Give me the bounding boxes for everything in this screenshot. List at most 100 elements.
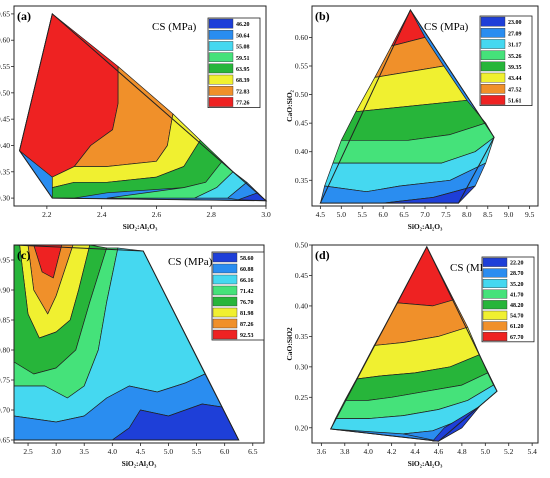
- plot-frame: [13, 5, 267, 207]
- x-tick-label: 6.5: [399, 210, 409, 219]
- x-tick-label: 5.5: [358, 210, 368, 219]
- y-tick-label: 0.25: [295, 393, 308, 402]
- x-tick-label: 4.0: [364, 447, 374, 456]
- legend-level-label: 28.70: [510, 271, 524, 277]
- x-tick-label: 9.0: [504, 210, 514, 219]
- legend-level-label: 87.26: [240, 322, 254, 328]
- y-tick-label: 0.80: [0, 346, 10, 355]
- legend-swatch: [212, 296, 238, 307]
- x-tick-label: 3.8: [340, 447, 350, 456]
- legend-swatch: [482, 257, 508, 267]
- legend-swatch: [212, 274, 238, 285]
- plot-frame: [311, 244, 539, 444]
- legend-level-label: 50.64: [236, 33, 250, 39]
- x-tick-label: 7.0: [420, 210, 430, 219]
- x-tick-label: 3.0: [51, 447, 61, 456]
- x-tick-label: 5.4: [527, 447, 537, 456]
- y-tick-label: 0.20: [295, 423, 308, 432]
- legend-level-label: 59.51: [236, 56, 250, 62]
- legend-swatch: [480, 50, 506, 60]
- legend-swatch: [480, 28, 506, 38]
- legend-swatch: [208, 41, 234, 51]
- y-tick-label: 0.35: [0, 167, 10, 176]
- legend-swatch: [480, 39, 506, 49]
- y-tick-label: 0.45: [295, 119, 308, 128]
- x-tick-label: 2.2: [42, 210, 52, 219]
- x-tick-label: 4.5: [136, 447, 146, 456]
- legend-swatch: [482, 332, 508, 342]
- legend-swatch: [480, 83, 506, 94]
- legend-swatch: [212, 285, 238, 296]
- legend-swatch: [208, 18, 234, 29]
- y-tick-label: 0.50: [295, 90, 308, 99]
- legend-swatch: [212, 252, 238, 263]
- x-tick-label: 4.8: [457, 447, 467, 456]
- y-tick-label: 0.35: [295, 176, 308, 185]
- y-tick-label: 0.55: [0, 62, 10, 71]
- y-axis-label: CaO:SiO2: [285, 327, 294, 361]
- legend-swatch: [208, 52, 234, 62]
- legend-level-label: 48.20: [510, 303, 524, 309]
- x-tick-label: 5.5: [192, 447, 202, 456]
- legend-swatch: [480, 72, 506, 83]
- x-tick-label: 5.0: [164, 447, 174, 456]
- y-tick-label: 0.60: [295, 33, 308, 42]
- panel-label: (d): [315, 248, 330, 262]
- y-tick-label: 0.45: [0, 115, 10, 124]
- y-tick-label: 0.60: [0, 36, 10, 45]
- legend-level-label: 68.39: [236, 78, 250, 84]
- legend-level-label: 71.42: [240, 289, 254, 295]
- legend-swatch: [212, 318, 238, 329]
- legend-swatch: [208, 74, 234, 85]
- y-tick-label: 0.30: [0, 194, 10, 203]
- region-outline: [329, 245, 498, 442]
- x-tick-label: 4.6: [434, 447, 444, 456]
- x-tick-label: 3.0: [261, 210, 271, 219]
- y-tick-label: 0.85: [0, 316, 10, 325]
- y-axis-label: CaO:SiO₂: [285, 89, 294, 122]
- y-tick-label: 0.40: [295, 301, 308, 310]
- x-tick-label: 7.5: [441, 210, 451, 219]
- y-tick-label: 0.65: [0, 436, 10, 445]
- legend-level-label: 72.83: [236, 89, 250, 95]
- legend-level-label: 41.70: [510, 292, 524, 298]
- y-tick-label: 0.30: [295, 362, 308, 371]
- y-tick-label: 0.65: [0, 9, 10, 18]
- x-tick-label: 8.0: [462, 210, 472, 219]
- y-tick-label: 0.70: [0, 406, 10, 415]
- y-tick-label: 0.90: [0, 286, 10, 295]
- legend-level-label: 60.88: [240, 267, 254, 273]
- contour-band: [194, 171, 248, 199]
- legend-level-label: 77.26: [236, 101, 250, 107]
- legend-level-label: 27.09: [508, 31, 522, 37]
- legend-level-label: 67.70: [510, 335, 524, 341]
- x-tick-label: 6.0: [378, 210, 388, 219]
- legend-level-label: 51.61: [508, 99, 522, 105]
- legend-level-label: 46.20: [236, 22, 250, 28]
- x-tick-label: 3.6: [317, 447, 327, 456]
- legend-level-label: 55.08: [236, 45, 250, 51]
- x-tick-label: 3.5: [80, 447, 90, 456]
- y-tick-label: 0.55: [295, 62, 308, 71]
- legend-title: CS (MPa): [168, 256, 213, 268]
- legend-swatch: [482, 321, 508, 331]
- legend-swatch: [212, 307, 238, 318]
- x-axis-label: SiO₂:Al₂O₃: [123, 222, 158, 231]
- x-tick-label: 4.2: [387, 447, 397, 456]
- legend-level-label: 92.53: [240, 333, 254, 339]
- legend-swatch: [208, 85, 234, 96]
- x-tick-label: 5.2: [504, 447, 514, 456]
- x-axis-label: SiO₂:Al₂O₃: [408, 459, 443, 468]
- x-tick-label: 6.5: [248, 447, 258, 456]
- x-tick-label: 4.0: [108, 447, 118, 456]
- y-tick-label: 0.50: [295, 241, 308, 250]
- y-tick-label: 0.45: [295, 271, 308, 280]
- y-tick-label: 0.35: [295, 332, 308, 341]
- legend-swatch: [212, 329, 238, 340]
- legend-level-label: 35.26: [508, 54, 522, 60]
- contour-band: [397, 246, 455, 307]
- x-tick-label: 9.5: [525, 210, 535, 219]
- legend-swatch: [480, 61, 506, 72]
- legend-title: CS (MPa): [152, 21, 197, 33]
- x-tick-label: 2.5: [23, 447, 33, 456]
